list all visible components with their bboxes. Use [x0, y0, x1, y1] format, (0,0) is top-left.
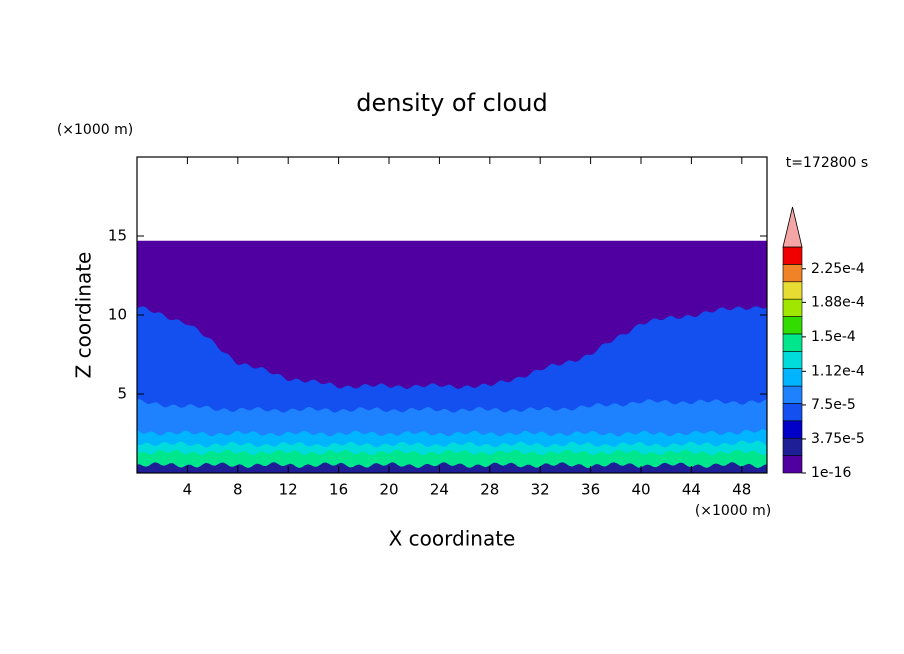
y-axis-title: Z coordinate: [72, 252, 96, 379]
colorbar-swatch: [782, 455, 803, 474]
colorbar-tick-label: 7.5e-5: [811, 397, 856, 413]
x-tick-label: 40: [631, 481, 650, 499]
colorbar-swatch: [782, 333, 803, 352]
colorbar-swatch: [782, 246, 803, 265]
colorbar-swatch: [782, 281, 803, 300]
x-tick-label: 8: [233, 481, 243, 499]
x-tick-label: 12: [279, 481, 298, 499]
y-unit: (×1000 m): [57, 122, 133, 138]
y-tick-label: 10: [108, 306, 127, 324]
colorbar-swatch: [782, 298, 803, 317]
x-tick-label: 20: [379, 481, 398, 499]
colorbar-swatch: [782, 351, 803, 369]
x-unit: (×1000 m): [695, 503, 771, 519]
colorbar-swatch: [782, 385, 803, 404]
y-tick-label: 15: [108, 227, 127, 245]
colorbar-tick-label: 1.12e-4: [811, 363, 865, 379]
contour-band: [137, 462, 767, 473]
colorbar-tick-label: 1e-16: [811, 465, 851, 481]
x-tick-label: 4: [183, 481, 193, 499]
colorbar-tick-label: 1.88e-4: [811, 294, 865, 310]
x-axis-title: X coordinate: [389, 527, 516, 551]
colorbar-swatch: [782, 420, 803, 439]
chart-title: density of cloud: [356, 89, 547, 117]
x-tick-label: 32: [531, 481, 550, 499]
y-tick-label: 5: [117, 385, 127, 403]
colorbar-swatch: [782, 368, 803, 387]
x-tick-label: 36: [581, 481, 600, 499]
colorbar-swatch: [782, 316, 803, 335]
colorbar-swatch: [782, 403, 803, 422]
colorbar-tick-label: 2.25e-4: [811, 261, 865, 277]
colorbar-swatch: [782, 437, 803, 456]
time-annotation: t=172800 s: [786, 155, 868, 171]
x-tick-label: 48: [732, 481, 751, 499]
field: [137, 240, 767, 473]
colorbar-extend: [782, 206, 803, 248]
x-tick-label: 16: [329, 481, 348, 499]
colorbar-tick-label: 3.75e-5: [811, 431, 865, 447]
colorbar-tick-label: 1.5e-4: [811, 329, 856, 345]
x-tick-label: 28: [480, 481, 499, 499]
x-tick-label: 44: [682, 481, 701, 499]
x-tick-label: 24: [430, 481, 449, 499]
colorbar-swatch: [782, 264, 803, 283]
